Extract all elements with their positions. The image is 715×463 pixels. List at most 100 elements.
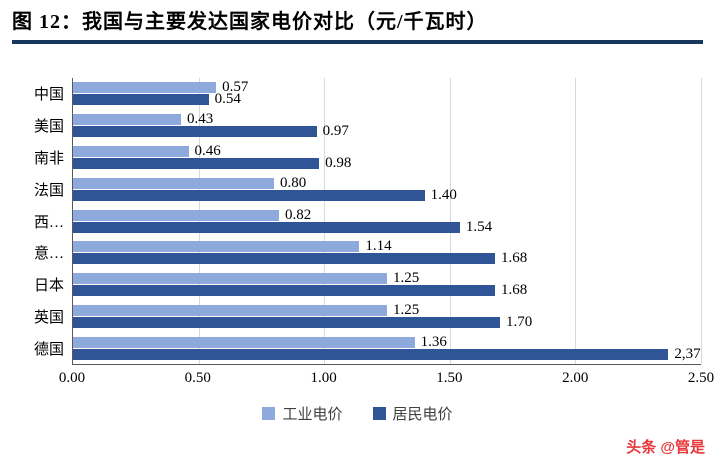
bar bbox=[73, 145, 189, 157]
figure-header: 图 12：我国与主要发达国家电价对比（元/千瓦时） bbox=[12, 8, 703, 44]
bar-value-label: 0.82 bbox=[284, 206, 312, 223]
gridline bbox=[324, 78, 326, 364]
bar-chart: 中国 美国 南非 法国 西… 意… 日本 英国 德国 0.57 0.54 0.43 0.97 0.46 0… bbox=[14, 78, 714, 424]
bar-value-label: 1.25 bbox=[393, 270, 420, 287]
bar bbox=[73, 241, 360, 253]
bar-value-label: 1.25 bbox=[393, 301, 420, 318]
category-label: 中国 bbox=[33, 87, 64, 104]
legend-item: 工业电价 bbox=[262, 403, 343, 424]
bar-line: 0.82 bbox=[73, 206, 701, 223]
bar-value-label: 0.57 bbox=[222, 79, 249, 96]
bar-value-label: 1.14 bbox=[365, 238, 392, 255]
x-tick-label: 0.50 bbox=[184, 370, 211, 386]
bar-line: 0.54 bbox=[73, 91, 701, 108]
legend-label: 工业电价 bbox=[282, 407, 343, 423]
category-labels: 中国美国南非法国西… 意… 日本英国德国 bbox=[14, 78, 72, 364]
chart-title: 图 12：我国与主要发达国家电价对比（元/千瓦时） bbox=[12, 11, 488, 33]
bar bbox=[73, 209, 279, 221]
gridline bbox=[449, 78, 451, 364]
bar-line: 1.25 bbox=[73, 270, 701, 287]
bar-group: 1.25 1.70 bbox=[73, 300, 701, 332]
category-label: 法国 bbox=[33, 182, 64, 199]
x-tick-label: 0.00 bbox=[58, 370, 86, 386]
bar bbox=[73, 285, 496, 297]
bar-line: 0.80 bbox=[73, 174, 701, 191]
bar-group: 0.57 0.54 bbox=[73, 78, 701, 110]
bar-value-label: 0.46 bbox=[194, 142, 221, 159]
x-axis: 0.00 0.50 1.00 1.50 2.00 2.50 bbox=[59, 365, 714, 389]
category-label: 西… bbox=[33, 214, 64, 231]
x-tick-label: 2.50 bbox=[687, 370, 715, 386]
bar-value-label: 0.54 bbox=[214, 91, 241, 108]
bar-group: 1.36 2,37 bbox=[73, 332, 701, 364]
bar-line: 0.46 bbox=[73, 142, 701, 159]
bar-line: 1.70 bbox=[73, 313, 701, 330]
x-tick-label: 2.00 bbox=[562, 370, 589, 386]
bar-group: 0.43 0.97 bbox=[73, 110, 701, 142]
bar-value-label: 1.36 bbox=[420, 333, 447, 350]
bar-group: 1.25 1.68 bbox=[73, 269, 701, 301]
bar-line: 1.40 bbox=[73, 186, 701, 203]
bar-line: 0.57 bbox=[73, 79, 701, 96]
category-label: 德国 bbox=[33, 341, 64, 358]
bar-value-label: 0.43 bbox=[187, 111, 214, 128]
bar bbox=[73, 348, 669, 360]
legend-label: 居民电价 bbox=[392, 407, 453, 423]
legend-swatch bbox=[262, 407, 276, 420]
title-underline bbox=[12, 40, 703, 44]
bar-value-label: 1.68 bbox=[501, 250, 528, 267]
bar bbox=[73, 126, 317, 138]
bar bbox=[73, 82, 217, 94]
bar-group: 0.46 0.98 bbox=[73, 142, 701, 174]
bar bbox=[73, 304, 387, 316]
bar-group: 1.14 1.68 bbox=[73, 237, 701, 269]
bar-line: 0.97 bbox=[73, 123, 701, 140]
legend: 工业电价 居民电价 bbox=[14, 403, 701, 424]
bar bbox=[73, 273, 387, 285]
gridline bbox=[575, 78, 577, 364]
bar-line: 1.14 bbox=[73, 238, 701, 255]
bar bbox=[73, 336, 415, 348]
bar-line: 1.68 bbox=[73, 282, 701, 299]
legend-item: 居民电价 bbox=[372, 403, 453, 424]
bar-value-label: 0.98 bbox=[325, 154, 352, 171]
bar-line: 0.43 bbox=[73, 111, 701, 128]
bar-value-label: 1.40 bbox=[430, 186, 457, 203]
bar bbox=[73, 221, 460, 233]
watermark: 头条 @管是 bbox=[626, 439, 705, 456]
bar bbox=[73, 189, 425, 201]
bar-value-label: 0.80 bbox=[279, 174, 307, 191]
bar-rows: 0.57 0.54 0.43 0.97 0.46 0.98 0.80 1.40 0.82 1.54… bbox=[73, 78, 701, 364]
bar bbox=[73, 114, 182, 126]
bar-group: 0.82 1.54 bbox=[73, 205, 701, 237]
bar bbox=[73, 253, 496, 265]
bar-line: 1.25 bbox=[73, 301, 701, 318]
bar-value-label: 1.70 bbox=[506, 313, 533, 330]
gridline bbox=[198, 78, 200, 364]
bar-group: 0.80 1.40 bbox=[73, 173, 701, 205]
category-label: 英国 bbox=[33, 309, 64, 326]
category-label: 日本 bbox=[33, 278, 64, 295]
x-tick-label: 1.00 bbox=[310, 370, 337, 386]
bar-line: 0.98 bbox=[73, 154, 701, 171]
bar-line: 1.36 bbox=[73, 333, 701, 350]
bar-line: 1.54 bbox=[73, 218, 701, 235]
category-label: 南非 bbox=[33, 150, 64, 167]
chart-body: 中国 美国 南非 法国 西… 意… 日本 英国 德国 0.57 0.54 0.43 0.97 0.46 0… bbox=[14, 78, 702, 365]
bar bbox=[73, 177, 274, 189]
bar bbox=[73, 316, 501, 328]
gridline bbox=[701, 78, 702, 364]
bar-line: 1.68 bbox=[73, 250, 701, 267]
bar-value-label: 0.97 bbox=[322, 123, 349, 140]
bar-value-label: 1.54 bbox=[465, 218, 493, 235]
bar bbox=[73, 157, 320, 169]
bar-value-label: 2,37 bbox=[674, 345, 701, 362]
x-tick-label: 1.50 bbox=[436, 370, 463, 386]
category-label: 美国 bbox=[33, 119, 64, 136]
bar-line: 2,37 bbox=[73, 345, 701, 362]
plot-area: 0.57 0.54 0.43 0.97 0.46 0.98 0.80 1.40 0.82 1.54… bbox=[72, 78, 702, 365]
category-label: 意… bbox=[33, 246, 64, 263]
legend-swatch bbox=[372, 407, 386, 420]
bar-value-label: 1.68 bbox=[501, 282, 528, 299]
